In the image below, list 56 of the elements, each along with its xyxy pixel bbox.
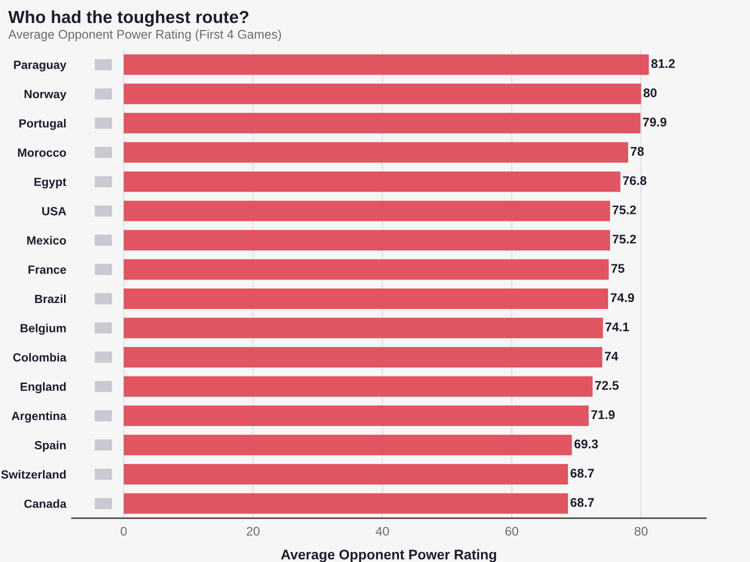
y-tick-label: Morocco xyxy=(18,148,66,157)
y-tick-label: Portugal xyxy=(19,118,66,130)
y-tick-label: USA xyxy=(42,206,66,216)
bar xyxy=(124,318,603,338)
data-label: 79.9 xyxy=(643,118,666,127)
bar xyxy=(124,259,609,280)
bar xyxy=(124,376,593,397)
y-tick-label: Canada xyxy=(24,499,67,508)
bar xyxy=(124,54,649,75)
bar xyxy=(124,230,610,250)
bar xyxy=(124,434,572,456)
y-tick-label: Switzerland xyxy=(1,470,66,479)
bar xyxy=(124,112,640,134)
y-tick-label: France xyxy=(28,266,66,274)
data-label: 80 xyxy=(644,88,657,98)
bar xyxy=(124,347,602,368)
y-tick-label: Mexico xyxy=(27,236,66,245)
data-label: 75 xyxy=(611,264,624,273)
data-label: 75.2 xyxy=(612,234,636,244)
bar xyxy=(124,200,610,222)
bar xyxy=(124,464,568,485)
bar xyxy=(124,493,568,514)
x-tick-label: 80 xyxy=(634,526,648,536)
data-label: 68.7 xyxy=(570,498,594,507)
y-tick-label: England xyxy=(20,382,66,394)
bar xyxy=(124,406,589,426)
data-label: 81.2 xyxy=(651,59,675,68)
x-tick-label: 40 xyxy=(376,526,389,536)
y-tick-label: Belgium xyxy=(20,324,66,335)
x-axis-title: Average Opponent Power Rating xyxy=(281,549,496,562)
bar xyxy=(124,288,608,309)
data-label: 72.5 xyxy=(595,381,619,390)
data-label: 78 xyxy=(630,146,644,156)
y-tick-label: Norway xyxy=(24,90,66,101)
bar xyxy=(124,142,628,163)
y-tick-label: Spain xyxy=(34,440,66,452)
data-label: 68.7 xyxy=(570,468,594,478)
data-label: 69.3 xyxy=(574,440,598,448)
y-tick-label: Egypt xyxy=(34,178,66,188)
bar xyxy=(124,84,642,104)
y-tick-label: Brazil xyxy=(35,294,66,304)
data-label: 74 xyxy=(604,352,618,360)
data-label: 76.8 xyxy=(623,176,646,186)
data-label: 74.1 xyxy=(606,322,629,332)
y-tick-label: Argentina xyxy=(12,411,67,423)
x-tick-label: 20 xyxy=(246,526,260,536)
chart-subtitle: Average Opponent Power Rating (First 4 Games) xyxy=(8,30,281,42)
data-label: 71.9 xyxy=(591,410,615,420)
x-tick-label: 60 xyxy=(505,526,518,536)
data-label: 75.2 xyxy=(612,205,636,214)
bar xyxy=(124,171,620,192)
chart-title: Who had the toughest route? xyxy=(8,10,248,27)
y-tick-label: Colombia xyxy=(13,352,67,362)
data-label: 74.9 xyxy=(610,293,634,302)
x-tick-label: 0 xyxy=(120,526,127,536)
y-tick-label: Paraguay xyxy=(14,60,66,72)
